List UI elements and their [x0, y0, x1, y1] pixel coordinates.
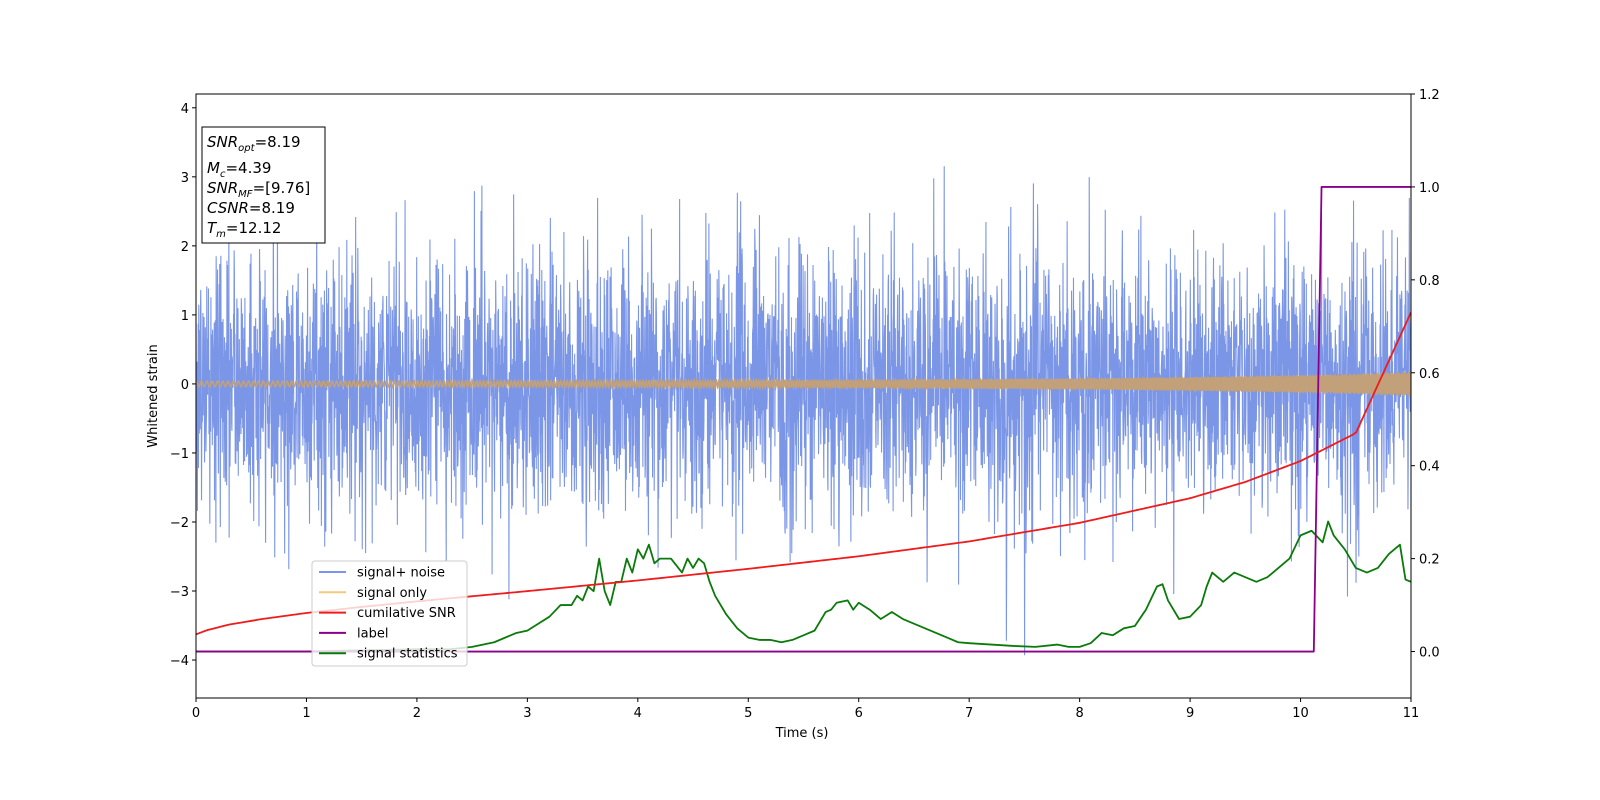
y2-tick-label: 1.2	[1419, 88, 1440, 103]
info-line-name: CSNR	[207, 199, 249, 217]
y-tick-label: −3	[170, 585, 189, 600]
x-tick-label: 5	[744, 706, 752, 721]
info-line: SNRopt=8.19	[207, 133, 301, 154]
y-axis-left: −4 −3 −2 −1 0 1 2 3 4	[170, 102, 196, 669]
y-tick-label: 4	[181, 102, 189, 117]
info-line: SNRMF=[9.76]	[207, 179, 310, 200]
y-axis-label: Whitened strain	[146, 344, 161, 447]
legend-label: signal statistics	[357, 647, 458, 662]
y2-tick-label: 0.6	[1419, 367, 1440, 382]
x-tick-label: 0	[192, 706, 200, 721]
x-tick-label: 2	[413, 706, 421, 721]
info-line-subscript: c	[220, 169, 226, 180]
legend-label: cumilative SNR	[357, 606, 456, 621]
y2-tick-label: 0.4	[1419, 460, 1440, 475]
info-line-subscript: MF	[238, 189, 253, 200]
info-line: Tm=12.12	[207, 219, 281, 240]
signal-only-series	[196, 371, 1411, 397]
info-line-name: SNR	[207, 133, 238, 151]
info-line-value: =4.39	[225, 159, 271, 177]
x-axis: 0 1 2 3 4 5 6 7 8 9 10 11	[192, 698, 1419, 721]
y2-tick-label: 0.2	[1419, 553, 1440, 568]
x-tick-label: 8	[1075, 706, 1083, 721]
info-line-subscript: m	[216, 229, 226, 240]
info-box-frame	[201, 126, 326, 244]
info-box: SNRopt=8.19Mc=4.39SNRMF=[9.76]CSNR=8.19T…	[201, 126, 326, 244]
signal-noise-series	[196, 166, 1411, 656]
info-line-value: =8.19	[255, 133, 301, 151]
y-tick-label: 0	[181, 378, 189, 393]
x-tick-label: 3	[523, 706, 531, 721]
x-tick-label: 1	[302, 706, 310, 721]
legend-label: label	[357, 626, 388, 641]
x-tick-label: 4	[634, 706, 642, 721]
x-axis-label: Time (s)	[775, 726, 829, 741]
y-tick-label: 3	[181, 171, 189, 186]
signal-only-line	[196, 371, 1411, 397]
legend-label: signal+ noise	[357, 566, 445, 581]
y-tick-label: −1	[170, 447, 189, 462]
info-line-subscript: opt	[238, 143, 255, 154]
signal-noise-line	[196, 166, 1411, 656]
info-line-value: =[9.76]	[253, 179, 311, 197]
x-tick-label: 10	[1292, 706, 1309, 721]
info-line-value: =12.12	[226, 219, 282, 237]
info-line: Mc=4.39	[207, 159, 271, 180]
plot-frame	[195, 93, 1412, 699]
y-tick-label: −2	[170, 516, 189, 531]
y2-tick-label: 1.0	[1419, 181, 1440, 196]
info-line-name: SNR	[207, 179, 238, 197]
info-line-value: =8.19	[249, 199, 295, 217]
legend: signal+ noise signal only cumilative SNR la…	[311, 560, 468, 667]
y2-tick-label: 0.0	[1419, 646, 1440, 661]
info-line-name: M	[207, 159, 220, 177]
x-tick-label: 6	[855, 706, 863, 721]
x-tick-label: 11	[1403, 706, 1420, 721]
info-line-name: T	[207, 219, 218, 237]
y-tick-label: 1	[181, 309, 189, 324]
y-tick-label: 2	[181, 240, 189, 255]
legend-frame	[311, 560, 468, 667]
x-tick-label: 9	[1186, 706, 1194, 721]
y2-tick-label: 0.8	[1419, 274, 1440, 289]
y-tick-label: −4	[170, 654, 189, 669]
x-tick-label: 7	[965, 706, 973, 721]
info-line: CSNR=8.19	[207, 199, 295, 217]
signal-statistics-line	[196, 520, 1411, 653]
label-line	[196, 186, 1411, 653]
y-axis-right: 0.0 0.2 0.4 0.6 0.8 1.0 1.2	[1411, 88, 1440, 661]
legend-label: signal only	[357, 586, 427, 601]
